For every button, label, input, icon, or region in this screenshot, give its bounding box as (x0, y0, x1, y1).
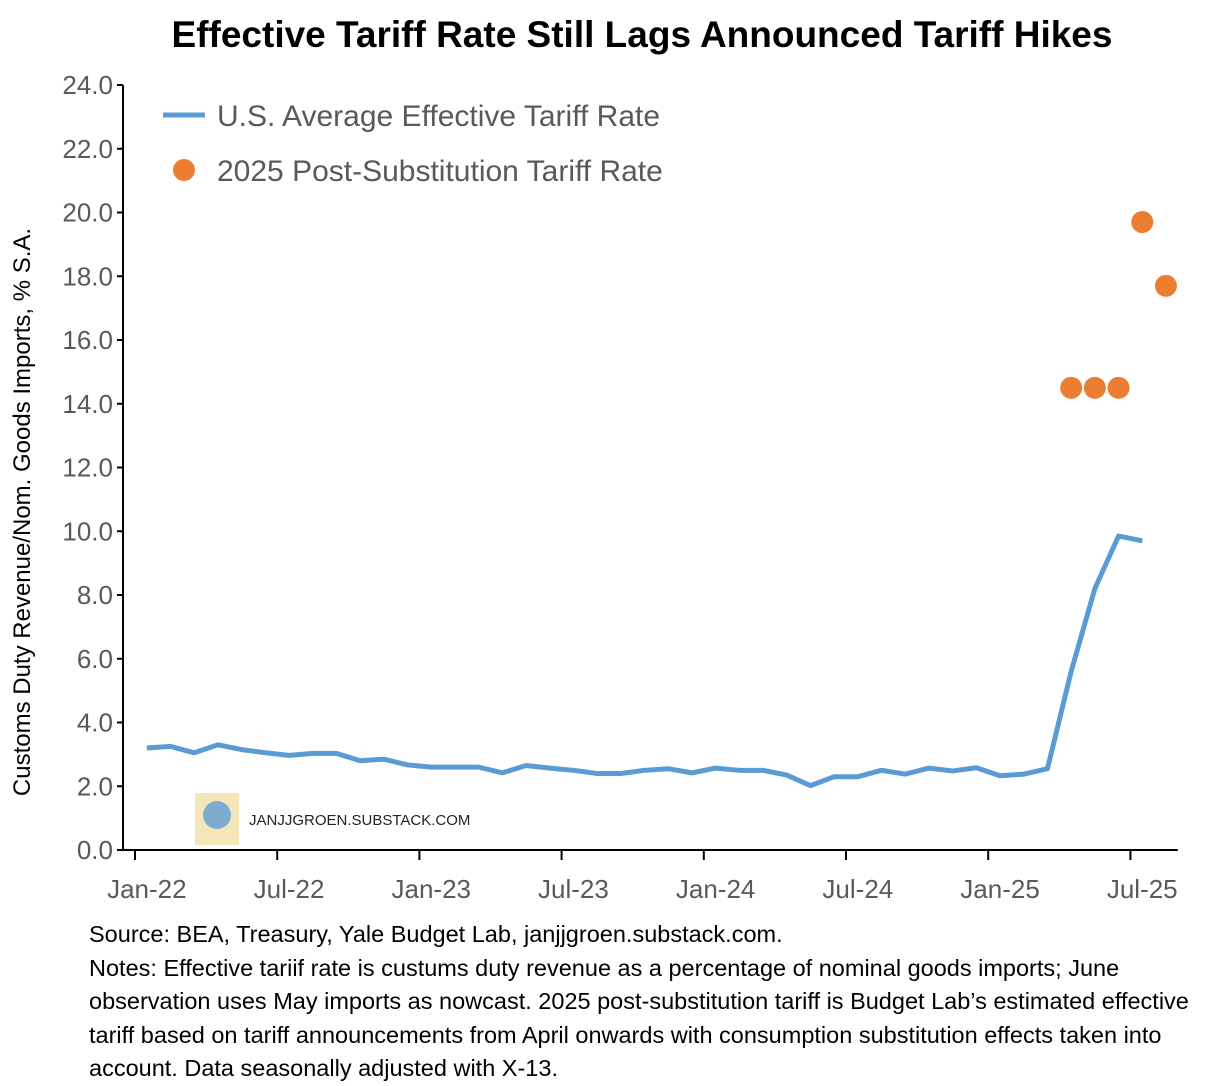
y-tick-label: 4.0 (77, 708, 113, 738)
post-substitution-dot (1155, 275, 1177, 297)
y-tick-label: 16.0 (62, 325, 113, 355)
y-tick-label: 20.0 (62, 198, 113, 228)
notes-text: Notes: Effective tariif rate is custums … (89, 952, 1214, 1086)
y-tick-label: 6.0 (77, 644, 113, 674)
y-tick-label: 0.0 (77, 835, 113, 865)
footnotes: Source: BEA, Treasury, Yale Budget Lab, … (89, 918, 1214, 1086)
legend-label-dots: 2025 Post-Substitution Tariff Rate (217, 155, 663, 188)
watermark-logo-globe (203, 801, 231, 829)
watermark-text: JANJJGROEN.SUBSTACK.COM (249, 812, 470, 829)
x-tick-label: Jan-22 (107, 874, 187, 904)
y-tick-label: 24.0 (62, 70, 113, 100)
y-tick-label: 18.0 (62, 261, 113, 291)
post-substitution-dot (1131, 211, 1153, 233)
legend: U.S. Average Effective Tariff Rate 2025 … (163, 100, 663, 188)
series-line-effective-tariff (147, 536, 1142, 786)
y-tick-label: 14.0 (62, 389, 113, 419)
y-tick-label: 10.0 (62, 516, 113, 546)
post-substitution-dot (1084, 377, 1106, 399)
legend-dot-swatch (173, 159, 195, 181)
x-tick-label: Jul-24 (822, 874, 893, 904)
x-tick-label: Jul-25 (1107, 874, 1178, 904)
legend-label-line: U.S. Average Effective Tariff Rate (217, 100, 660, 133)
chart-plot: Customs Duty Revenue/Nom. Goods Imports,… (0, 0, 1216, 910)
x-tick-label: Jan-23 (392, 874, 472, 904)
x-tick-label: Jul-23 (538, 874, 609, 904)
watermark: JANJJGROEN.SUBSTACK.COM (195, 793, 470, 845)
y-axis-label: Customs Duty Revenue/Nom. Goods Imports,… (9, 228, 36, 796)
y-tick-label: 22.0 (62, 134, 113, 164)
y-tick-label: 12.0 (62, 453, 113, 483)
y-tick-label: 2.0 (77, 771, 113, 801)
x-tick-label: Jul-22 (254, 874, 325, 904)
source-text: Source: BEA, Treasury, Yale Budget Lab, … (89, 918, 1214, 952)
y-tick-label: 8.0 (77, 580, 113, 610)
x-tick-label: Jan-25 (960, 874, 1040, 904)
x-tick-label: Jan-24 (676, 874, 756, 904)
post-substitution-dot (1108, 377, 1130, 399)
post-substitution-dot (1060, 377, 1082, 399)
